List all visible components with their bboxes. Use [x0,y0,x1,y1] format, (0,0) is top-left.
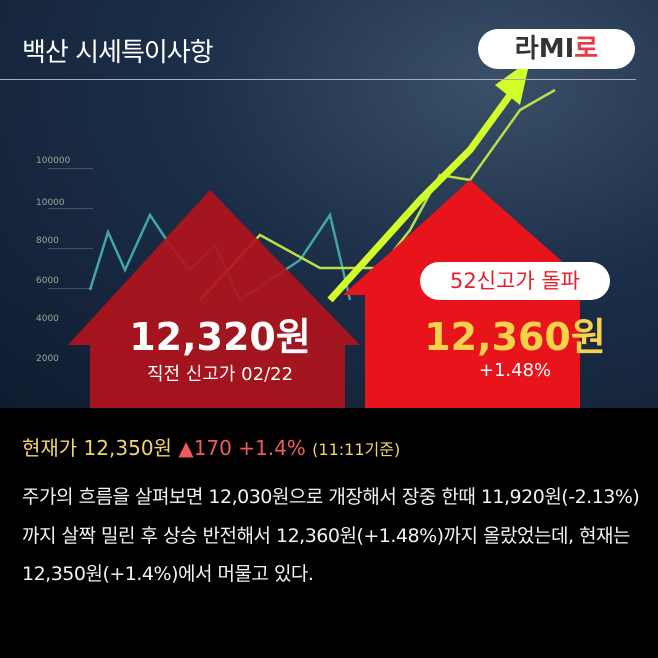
new-high-change: +1.48% [478,360,552,381]
price-change: ▲170 +1.4% [178,436,306,460]
decor-arrowhead [495,60,530,105]
gridline [48,168,93,169]
hero-image: 100000 10000 8000 6000 4000 2000 백산 시세특이… [0,0,658,408]
axis-tick: 10000 [36,198,65,208]
new-high-price: 12,360원 [424,315,606,359]
left-arrow-shape [68,190,360,408]
summary-section: 현재가 12,350원 ▲170 +1.4% (11:11기준) 주가의 흐름을… [0,408,658,658]
gridline [48,248,93,249]
decor-arrow-line [327,92,513,303]
current-price-line: 현재가 12,350원 ▲170 +1.4% (11:11기준) [22,432,400,461]
axis-tick: 4000 [36,314,59,324]
previous-high-price: 12,320원 [129,315,311,359]
previous-high-label: 직전 신고가 02/22 [146,364,294,385]
new-high-badge: 52신고가 돌파 [420,262,610,300]
gridline [48,208,93,209]
logo-accent: 로 [574,34,599,64]
axis-tick: 2000 [36,354,59,364]
axis-tick: 6000 [36,276,59,286]
axis-tick: 100000 [36,156,71,166]
timestamp: (11:11기준) [312,440,401,459]
logo: 라MI로 [478,29,635,69]
gridline [48,288,93,289]
axis-tick: 8000 [36,236,59,246]
logo-text: 라MI [514,34,575,64]
description: 주가의 흐름을 살펴보면 12,030원으로 개장해서 장중 한때 11,920… [22,486,640,585]
current-price: 현재가 12,350원 [22,436,172,460]
divider [0,79,636,80]
decor-line-green [199,88,556,301]
page-title: 백산 시세특이사항 [22,38,214,68]
